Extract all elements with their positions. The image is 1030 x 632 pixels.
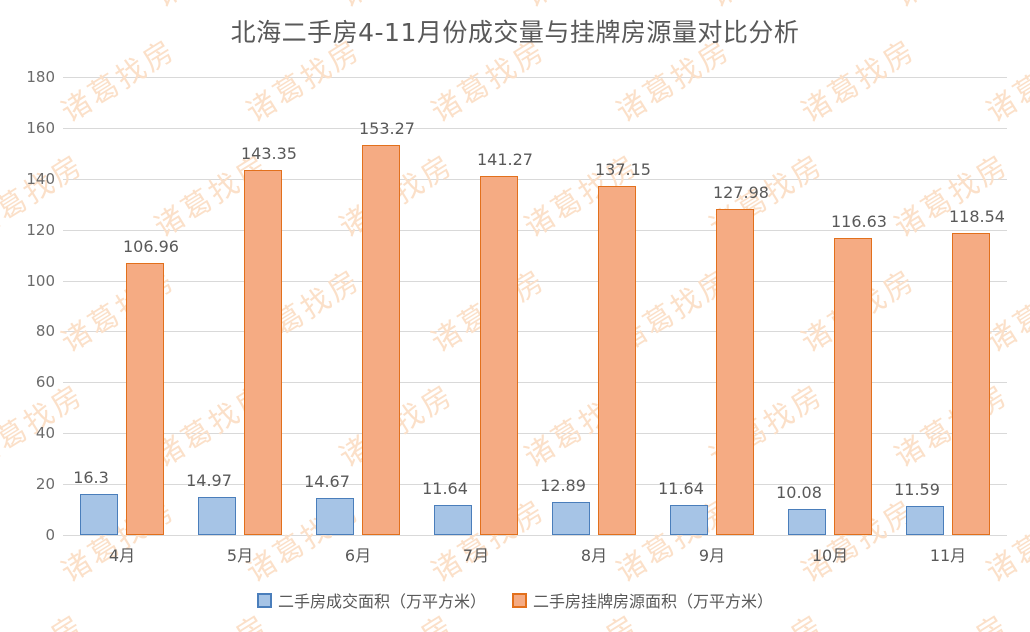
x-axis: 4月 5月 6月 7月 8月 9月 10月 11月 xyxy=(63,542,1007,570)
gridline xyxy=(63,128,1007,129)
bar-listed[interactable] xyxy=(598,186,636,535)
y-tick-label: 100 xyxy=(26,272,55,290)
gridline xyxy=(63,382,1007,383)
x-tick-label: 5月 xyxy=(226,546,254,565)
bar-sold[interactable] xyxy=(316,497,354,535)
chart-title: 北海二手房4-11月份成交量与挂牌房源量对比分析 xyxy=(230,18,800,47)
bar-value-label: 106.96 xyxy=(123,236,179,256)
legend-label: 二手房挂牌房源面积（万平方米） xyxy=(533,592,774,611)
legend-swatch-icon xyxy=(256,592,272,608)
y-tick-label: 180 xyxy=(26,68,55,86)
gridline xyxy=(63,433,1007,434)
gridline xyxy=(63,77,1007,78)
gridline xyxy=(63,484,1007,485)
x-tick-label: 4月 xyxy=(108,546,136,565)
bar-value-label: 143.35 xyxy=(241,144,297,164)
chart-legend: 二手房成交面积（万平方米） 二手房挂牌房源面积（万平方米） xyxy=(0,588,1030,612)
x-tick-label: 7月 xyxy=(462,546,490,565)
y-tick-label: 160 xyxy=(26,119,55,137)
y-tick-label: 40 xyxy=(35,424,55,442)
bar-value-label: 12.89 xyxy=(540,476,586,496)
bar-value-label: 11.64 xyxy=(658,479,704,499)
x-tick-label: 9月 xyxy=(698,546,726,565)
bar-sold[interactable] xyxy=(80,493,118,535)
bar-value-label: 118.54 xyxy=(949,207,1005,227)
bar-value-label: 14.97 xyxy=(186,470,232,490)
bar-sold[interactable] xyxy=(434,505,472,535)
y-tick-label: 60 xyxy=(35,373,55,391)
bar-value-label: 116.63 xyxy=(831,212,887,232)
bar-value-label: 11.59 xyxy=(894,479,940,499)
x-tick-label: 10月 xyxy=(811,546,849,565)
bar-sold[interactable] xyxy=(906,505,944,535)
plot-area xyxy=(63,77,1007,536)
bar-value-label: 127.98 xyxy=(713,183,769,203)
bar-value-label: 10.08 xyxy=(776,483,822,503)
bar-listed[interactable] xyxy=(244,170,282,535)
bar-sold[interactable] xyxy=(198,496,236,535)
bar-listed[interactable] xyxy=(126,262,164,535)
bar-listed[interactable] xyxy=(480,175,518,535)
bar-listed[interactable] xyxy=(952,233,990,535)
legend-item-sold[interactable]: 二手房成交面积（万平方米） xyxy=(256,588,486,612)
bars-layer: 16.3 106.96 14.97 143.35 14.67 153.27 11.64 141… xyxy=(63,77,1007,535)
y-tick-label: 0 xyxy=(45,526,55,544)
bar-value-label: 14.67 xyxy=(304,471,350,491)
gridline xyxy=(63,281,1007,282)
gridline xyxy=(63,331,1007,332)
bar-sold[interactable] xyxy=(670,505,708,535)
legend-label: 二手房成交面积（万平方米） xyxy=(277,592,486,611)
bar-listed[interactable] xyxy=(834,238,872,535)
y-tick-label: 20 xyxy=(35,475,55,493)
gridline xyxy=(63,179,1007,180)
legend-swatch-icon xyxy=(512,592,527,608)
bar-value-label: 16.3 xyxy=(73,467,109,487)
bar-value-label: 153.27 xyxy=(359,119,415,138)
bar-value-label: 11.64 xyxy=(422,479,468,499)
x-tick-label: 6月 xyxy=(344,546,372,565)
gridline xyxy=(63,230,1007,231)
x-tick-label: 11月 xyxy=(929,546,967,565)
y-tick-label: 140 xyxy=(26,170,55,188)
x-tick-label: 8月 xyxy=(580,546,608,565)
bar-listed[interactable] xyxy=(716,209,754,535)
gridline xyxy=(63,535,1007,536)
bar-sold[interactable] xyxy=(552,502,590,535)
bar-value-label: 141.27 xyxy=(477,149,533,169)
bar-sold[interactable] xyxy=(788,509,826,535)
y-axis: 180 160 140 120 100 80 60 40 20 0 xyxy=(0,68,55,544)
y-tick-label: 120 xyxy=(26,221,55,239)
bar-listed[interactable] xyxy=(362,145,400,535)
y-tick-label: 80 xyxy=(35,322,55,340)
legend-item-listed[interactable]: 二手房挂牌房源面积（万平方米） xyxy=(512,588,773,612)
bar-value-label: 137.15 xyxy=(595,160,651,180)
